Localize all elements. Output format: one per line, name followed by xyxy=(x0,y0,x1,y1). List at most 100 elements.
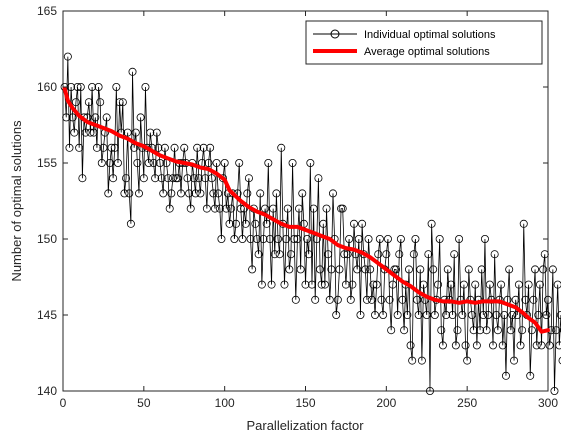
point-individual-78 xyxy=(185,189,194,198)
point-individual-208 xyxy=(395,250,404,259)
point-individual-23 xyxy=(96,98,105,107)
point-individual-153 xyxy=(306,158,315,167)
point-individual-38 xyxy=(120,189,129,198)
point-individual-40 xyxy=(123,128,132,137)
point-individual-131 xyxy=(270,250,279,259)
point-individual-111 xyxy=(238,234,247,243)
point-individual-191 xyxy=(367,295,376,304)
point-individual-9 xyxy=(73,83,82,92)
point-individual-135 xyxy=(277,143,286,152)
point-individual-130 xyxy=(269,204,278,213)
point-individual-264 xyxy=(485,280,494,289)
point-individual-32 xyxy=(110,143,119,152)
point-individual-92 xyxy=(207,174,216,183)
point-individual-280 xyxy=(511,295,520,304)
point-individual-294 xyxy=(534,310,543,319)
point-individual-260 xyxy=(479,310,488,319)
point-individual-256 xyxy=(472,341,481,350)
point-individual-139 xyxy=(283,204,292,213)
point-individual-88 xyxy=(201,174,210,183)
point-individual-141 xyxy=(286,250,295,259)
point-individual-8 xyxy=(71,98,80,107)
point-individual-295 xyxy=(535,280,544,289)
series-average-line xyxy=(62,86,550,334)
point-individual-120 xyxy=(252,234,261,243)
point-individual-158 xyxy=(314,174,323,183)
point-individual-132 xyxy=(272,189,281,198)
point-individual-281 xyxy=(513,310,522,319)
point-individual-190 xyxy=(366,265,375,274)
point-individual-305 xyxy=(552,326,561,335)
x-tick-label-5: 250 xyxy=(457,396,477,410)
point-individual-35 xyxy=(115,98,124,107)
point-individual-166 xyxy=(327,265,336,274)
point-individual-183 xyxy=(354,234,363,243)
point-individual-216 xyxy=(408,356,417,365)
point-individual-283 xyxy=(516,341,525,350)
point-individual-227 xyxy=(425,386,434,395)
point-individual-109 xyxy=(235,158,244,167)
point-individual-68 xyxy=(168,174,177,183)
point-individual-31 xyxy=(109,174,118,183)
point-individual-163 xyxy=(322,204,331,213)
y-tick-label-1: 145 xyxy=(37,308,57,322)
point-individual-303 xyxy=(548,265,557,274)
plot-area xyxy=(62,10,549,392)
point-individual-129 xyxy=(267,280,276,289)
point-individual-234 xyxy=(437,326,446,335)
point-individual-97 xyxy=(215,204,224,213)
point-individual-48 xyxy=(136,113,145,122)
point-individual-182 xyxy=(353,265,362,274)
point-individual-107 xyxy=(231,219,240,228)
point-individual-101 xyxy=(222,204,231,213)
point-individual-160 xyxy=(317,280,326,289)
legend-label-individual: Individual optimal solutions xyxy=(364,29,496,41)
point-individual-217 xyxy=(409,250,418,259)
point-individual-114 xyxy=(243,189,252,198)
point-individual-156 xyxy=(311,295,320,304)
point-individual-223 xyxy=(419,280,428,289)
point-individual-143 xyxy=(290,234,299,243)
point-individual-261 xyxy=(480,234,489,243)
point-individual-151 xyxy=(303,234,312,243)
point-individual-207 xyxy=(393,310,402,319)
point-individual-77 xyxy=(183,174,192,183)
point-individual-12 xyxy=(78,174,87,183)
point-individual-133 xyxy=(274,234,283,243)
point-individual-25 xyxy=(99,143,108,152)
point-individual-292 xyxy=(531,265,540,274)
point-individual-179 xyxy=(348,280,357,289)
point-individual-43 xyxy=(128,67,137,76)
point-individual-262 xyxy=(482,326,491,335)
point-individual-220 xyxy=(414,310,423,319)
point-individual-37 xyxy=(118,98,127,107)
point-individual-104 xyxy=(227,204,236,213)
x-tick-label-4: 200 xyxy=(376,396,396,410)
point-individual-242 xyxy=(450,250,459,259)
point-individual-154 xyxy=(307,280,316,289)
point-individual-93 xyxy=(209,189,218,198)
point-individual-184 xyxy=(356,310,365,319)
point-individual-29 xyxy=(105,158,114,167)
point-individual-91 xyxy=(206,143,215,152)
point-individual-57 xyxy=(151,174,160,183)
point-individual-202 xyxy=(385,295,394,304)
point-individual-134 xyxy=(275,250,284,259)
point-individual-123 xyxy=(257,280,266,289)
point-individual-79 xyxy=(186,204,195,213)
point-individual-228 xyxy=(427,219,436,228)
point-individual-67 xyxy=(167,189,176,198)
point-individual-11 xyxy=(76,83,85,92)
point-individual-272 xyxy=(498,341,507,350)
point-individual-39 xyxy=(122,174,131,183)
point-individual-211 xyxy=(400,326,409,335)
point-individual-285 xyxy=(519,219,528,228)
point-individual-85 xyxy=(196,189,205,198)
point-individual-27 xyxy=(102,113,111,122)
point-individual-306 xyxy=(553,280,561,289)
point-individual-148 xyxy=(298,189,307,198)
point-individual-176 xyxy=(343,250,352,259)
point-individual-46 xyxy=(133,158,142,167)
point-individual-276 xyxy=(505,265,514,274)
point-individual-7 xyxy=(70,128,79,137)
